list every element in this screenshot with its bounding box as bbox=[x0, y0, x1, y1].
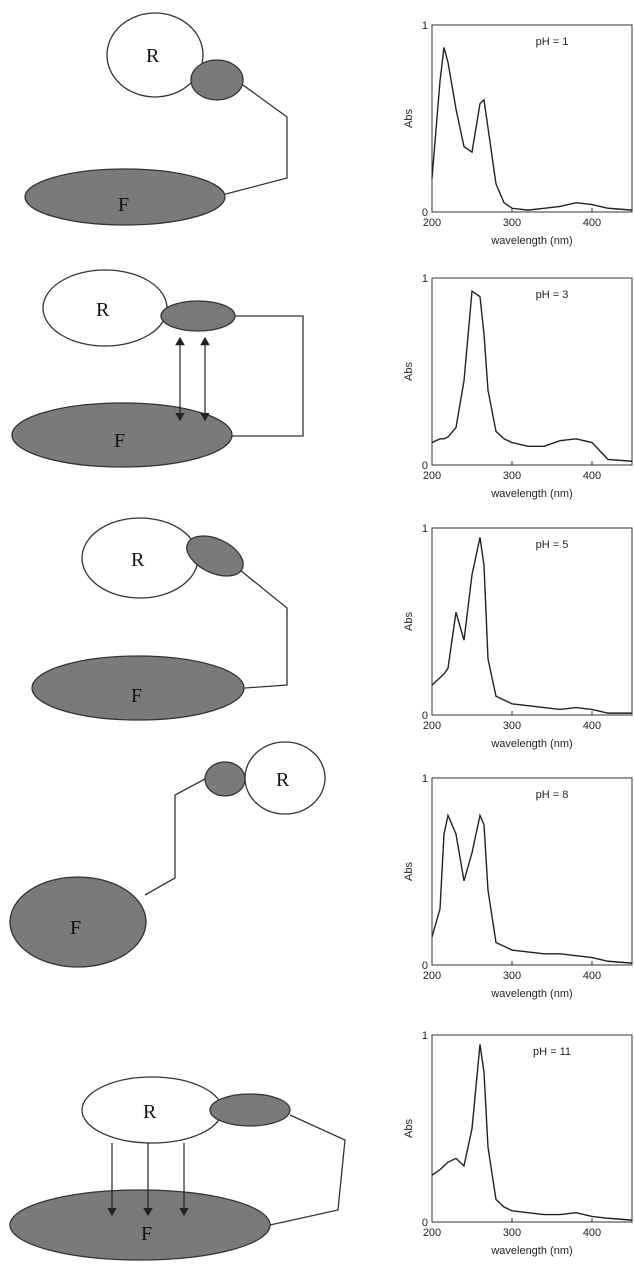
y-axis-label: Abs bbox=[403, 612, 415, 631]
chart-title: pH = 3 bbox=[536, 289, 569, 301]
x-tick-label: 300 bbox=[503, 720, 521, 732]
fluorophore-label: F bbox=[114, 430, 125, 452]
x-axis-label: wavelength (nm) bbox=[490, 738, 572, 750]
chart-title: pH = 1 bbox=[536, 36, 569, 48]
x-tick-label: 300 bbox=[503, 1227, 521, 1239]
x-axis-label: wavelength (nm) bbox=[490, 488, 572, 500]
x-tick-label: 300 bbox=[503, 470, 521, 482]
x-tick-label: 200 bbox=[423, 720, 441, 732]
x-tick-label: 400 bbox=[583, 217, 601, 229]
y-tick-label: 0 bbox=[422, 1217, 428, 1229]
receptor-label: R bbox=[96, 299, 110, 321]
y-axis-label: Abs bbox=[403, 362, 415, 381]
fluorophore-label: F bbox=[70, 917, 81, 939]
linker bbox=[239, 569, 288, 689]
y-tick-label: 1 bbox=[422, 273, 428, 285]
diagram: R F bbox=[9, 741, 326, 968]
chart-title: pH = 8 bbox=[536, 789, 569, 801]
fluorophore-label: F bbox=[131, 685, 142, 707]
y-tick-label: 1 bbox=[422, 1030, 428, 1042]
receptor bbox=[106, 12, 204, 98]
x-axis-label: wavelength (nm) bbox=[490, 988, 572, 1000]
x-tick-label: 200 bbox=[423, 217, 441, 229]
chart-title: pH = 11 bbox=[533, 1046, 571, 1058]
y-tick-label: 1 bbox=[422, 523, 428, 535]
y-tick-label: 0 bbox=[422, 207, 428, 219]
binding-site bbox=[186, 535, 244, 577]
fluorophore bbox=[24, 168, 226, 226]
fluorophore bbox=[31, 655, 245, 721]
x-axis-label: wavelength (nm) bbox=[490, 1245, 572, 1257]
diagram: R F bbox=[11, 269, 304, 468]
spectrum-line bbox=[431, 289, 633, 462]
linker bbox=[232, 315, 304, 437]
x-tick-label: 300 bbox=[503, 970, 521, 982]
x-tick-label: 400 bbox=[583, 1227, 601, 1239]
receptor-label: R bbox=[146, 45, 160, 67]
fluorophore-label: F bbox=[118, 194, 129, 216]
diagram: R F bbox=[9, 1076, 346, 1261]
y-tick-label: 0 bbox=[422, 960, 428, 972]
x-tick-label: 400 bbox=[583, 720, 601, 732]
x-tick-label: 200 bbox=[423, 470, 441, 482]
fluorophore bbox=[9, 876, 147, 968]
y-tick-label: 0 bbox=[422, 710, 428, 722]
receptor-label: R bbox=[143, 1101, 157, 1123]
y-axis-label: Abs bbox=[403, 1119, 415, 1138]
linker bbox=[269, 1114, 346, 1226]
fluorophore bbox=[9, 1189, 271, 1261]
receptor-label: R bbox=[131, 549, 145, 571]
y-tick-label: 0 bbox=[422, 460, 428, 472]
x-tick-label: 400 bbox=[583, 970, 601, 982]
spectrum-line bbox=[431, 1044, 633, 1221]
spectrum-line bbox=[431, 47, 633, 211]
chart-title: pH = 5 bbox=[536, 539, 569, 551]
plot-frame bbox=[431, 527, 633, 716]
linker bbox=[221, 84, 288, 196]
spectrum-line bbox=[431, 813, 633, 964]
binding-site bbox=[190, 59, 244, 101]
plot-frame bbox=[431, 24, 633, 213]
plot-frame bbox=[431, 277, 633, 466]
x-axis-label: wavelength (nm) bbox=[490, 235, 572, 247]
y-axis-label: Abs bbox=[403, 109, 415, 128]
x-tick-label: 200 bbox=[423, 1227, 441, 1239]
binding-site bbox=[160, 300, 236, 332]
y-tick-label: 1 bbox=[422, 773, 428, 785]
fluorophore-label: F bbox=[141, 1223, 152, 1245]
x-tick-label: 400 bbox=[583, 470, 601, 482]
diagram: R F bbox=[31, 517, 288, 721]
plot-frame bbox=[431, 777, 633, 966]
diagram: R F bbox=[24, 12, 288, 226]
receptor-label: R bbox=[276, 769, 290, 791]
y-tick-label: 1 bbox=[422, 20, 428, 32]
y-axis-label: Abs bbox=[403, 862, 415, 881]
spectrum-line bbox=[431, 537, 632, 714]
x-tick-label: 200 bbox=[423, 970, 441, 982]
binding-site bbox=[204, 761, 246, 797]
linker bbox=[144, 778, 206, 896]
binding-site bbox=[209, 1093, 291, 1127]
plot-frame bbox=[431, 1034, 633, 1223]
x-tick-label: 300 bbox=[503, 217, 521, 229]
